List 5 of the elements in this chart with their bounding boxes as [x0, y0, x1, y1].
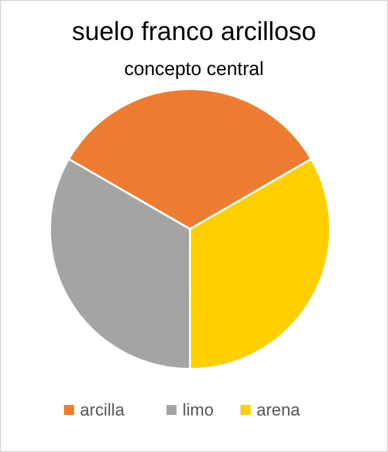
legend-label: arena [256, 400, 301, 420]
chart-title: suelo franco arcilloso [72, 16, 316, 46]
chart-subtitle: concepto central [124, 59, 264, 80]
legend-label: arcilla [80, 400, 125, 420]
legend-label: limo [182, 400, 214, 420]
